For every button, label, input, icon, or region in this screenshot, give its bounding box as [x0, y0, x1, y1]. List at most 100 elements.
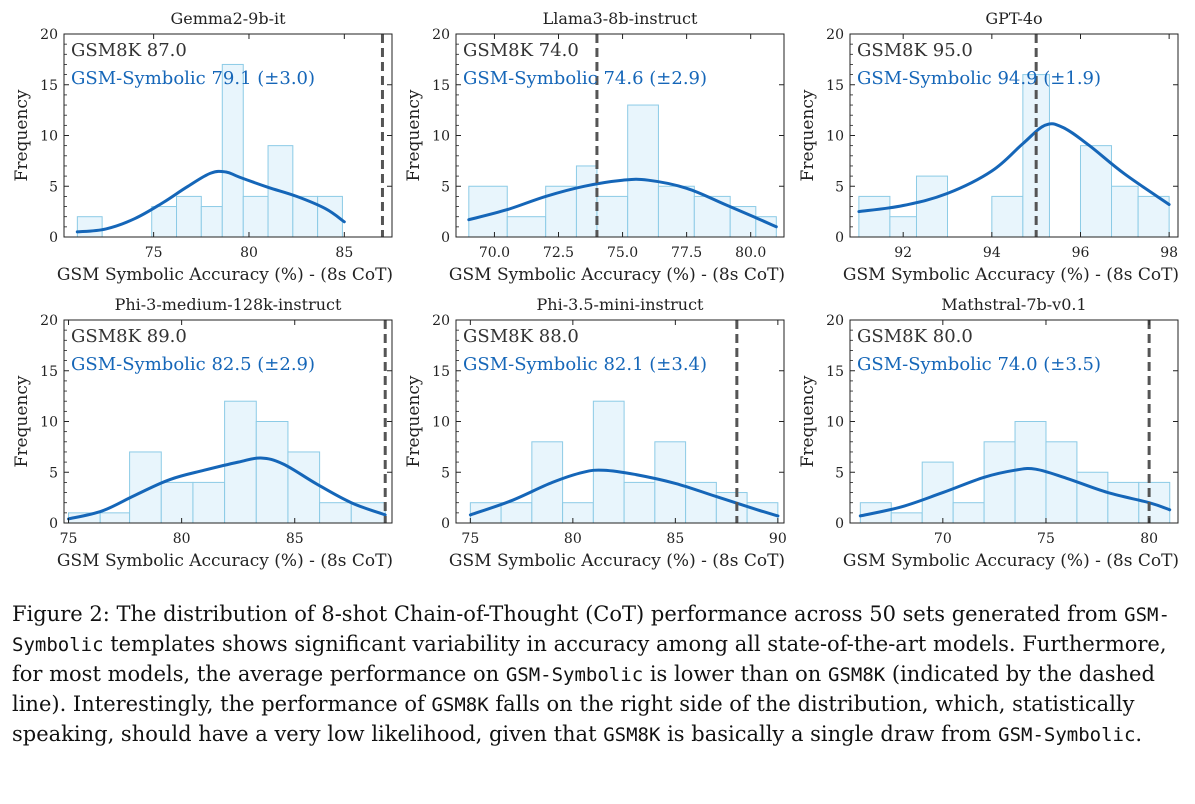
caption-code: GSM8K: [603, 724, 661, 746]
y-tick-label: 20: [40, 313, 58, 329]
histogram-bar: [221, 63, 244, 238]
histogram-bar: [99, 512, 131, 524]
y-tick-label: 0: [49, 516, 58, 532]
y-tick-label: 20: [40, 27, 58, 43]
x-tick-label: 70: [934, 531, 952, 547]
histogram-panel-3: GPT-4o 0 5 10 15 20 92 94 96 98 GSM Symbolic Accur…: [798, 9, 1179, 285]
histogram-bar: [915, 175, 949, 238]
y-tick-label: 5: [49, 465, 58, 481]
x-axis-label: GSM Symbolic Accuracy (%) - (8s CoT): [57, 551, 393, 571]
gsm8k-annotation: GSM8K 95.0: [857, 40, 973, 61]
y-tick-label: 5: [441, 179, 450, 195]
y-tick-label: 20: [826, 313, 844, 329]
x-axis-label: GSM Symbolic Accuracy (%) - (8s CoT): [843, 551, 1179, 571]
gsm8k-annotation: GSM8K 74.0: [463, 40, 579, 61]
y-tick-label: 5: [835, 465, 844, 481]
y-tick-label: 15: [826, 364, 844, 380]
histogram-bar: [151, 206, 178, 238]
x-tick-label: 80.0: [735, 245, 766, 261]
y-axis-label: Frequency: [404, 89, 424, 181]
histogram-bar: [76, 216, 103, 238]
kde-curve: [67, 456, 387, 521]
panel-title: Phi-3-medium-128k-instruct: [115, 295, 342, 314]
panel-title: Mathstral-7b-v0.1: [941, 295, 1086, 314]
histogram-bar: [1045, 441, 1078, 524]
x-tick-label: 75: [1037, 531, 1055, 547]
histogram-bar: [952, 502, 985, 524]
histogram-bar: [1014, 421, 1047, 524]
y-tick-label: 15: [432, 364, 450, 380]
y-axis-label: Frequency: [798, 89, 818, 181]
y-tick-label: 10: [432, 415, 450, 431]
y-tick-label: 0: [441, 230, 450, 246]
histogram-bar: [531, 441, 564, 524]
caption-text: (indicated by the dashed line). Interest…: [12, 662, 1155, 716]
y-tick-label: 10: [826, 415, 844, 431]
gsm8k-annotation: GSM8K 89.0: [71, 326, 187, 347]
caption-text: falls on the right side of the distribut…: [12, 692, 1135, 746]
gsm-symbolic-annotation: GSM-Symbolic 82.5 (±2.9): [71, 354, 315, 375]
y-tick-label: 0: [835, 230, 844, 246]
gsm-symbolic-annotation: GSM-Symbolic 94.9 (±1.9): [857, 68, 1101, 89]
y-tick-label: 10: [40, 415, 58, 431]
histogram-panel-5: Phi-3.5-mini-instruct 0 5 10 15 20 75 80 85 90 GSM…: [404, 295, 787, 571]
y-tick-label: 0: [835, 516, 844, 532]
x-tick-label: 70.0: [479, 245, 510, 261]
histogram-bar: [192, 481, 226, 524]
histogram-bar: [1111, 185, 1139, 238]
histogram-bar: [500, 502, 533, 524]
histogram-bar: [255, 421, 289, 524]
caption-text: is basically a single draw from: [660, 722, 999, 746]
histogram-bar: [160, 481, 194, 524]
caption-text: templates shows significant variability …: [12, 632, 1167, 686]
histogram-bar: [1076, 471, 1109, 524]
y-axis-label: Frequency: [12, 89, 32, 181]
gsm-symbolic-annotation: GSM-Symbolic 74.0 (±3.5): [857, 354, 1101, 375]
histogram-bar: [200, 206, 223, 238]
kde-curve: [75, 169, 346, 234]
y-tick-label: 10: [826, 129, 844, 145]
histogram-bar: [1107, 481, 1140, 524]
x-axis-label: GSM Symbolic Accuracy (%) - (8s CoT): [449, 265, 785, 285]
x-tick-label: 72.5: [543, 245, 574, 261]
y-axis-label: Frequency: [798, 375, 818, 467]
x-tick-label: 80: [240, 245, 258, 261]
histogram-bar: [858, 195, 891, 238]
histogram-bar: [596, 195, 629, 238]
kde-curve: [467, 177, 778, 229]
x-tick-label: 85: [335, 245, 353, 261]
histogram-panel-6: Mathstral-7b-v0.1 0 5 10 15 20 70 75 80 GSM Symbo…: [798, 295, 1179, 571]
histogram-bar: [319, 502, 352, 524]
x-tick-label: 96: [1072, 245, 1090, 261]
kde-curve: [858, 466, 1172, 518]
x-tick-label: 85: [286, 531, 304, 547]
y-tick-label: 15: [826, 78, 844, 94]
histogram-bar: [506, 216, 547, 238]
y-tick-label: 0: [49, 230, 58, 246]
x-axis-label: GSM Symbolic Accuracy (%) - (8s CoT): [449, 551, 785, 571]
x-tick-label: 75: [461, 531, 479, 547]
histogram-bar: [176, 195, 202, 238]
gsm-symbolic-annotation: GSM-Symbolic 79.1 (±3.0): [71, 68, 315, 89]
caption-text: is lower than on: [643, 662, 828, 686]
y-tick-label: 10: [40, 129, 58, 145]
histogram-bar: [575, 165, 598, 238]
histogram-bar: [921, 461, 954, 524]
y-tick-label: 5: [49, 179, 58, 195]
panel-title: Gemma2-9b-it: [170, 9, 286, 28]
histogram-bar: [242, 195, 269, 238]
histogram-bar: [983, 441, 1016, 524]
figure-caption: Figure 2: The distribution of 8-shot Cha…: [12, 600, 1187, 750]
y-tick-label: 15: [40, 78, 58, 94]
histogram-bar: [592, 400, 625, 524]
histogram-bar: [657, 185, 695, 238]
y-axis-label: Frequency: [404, 375, 424, 467]
x-tick-label: 75.0: [607, 245, 638, 261]
y-tick-label: 5: [835, 179, 844, 195]
histogram-bar: [991, 195, 1024, 238]
histogram-bar: [693, 195, 731, 238]
y-tick-label: 20: [432, 313, 450, 329]
gsm8k-annotation: GSM8K 88.0: [463, 326, 579, 347]
figure-grid: Gemma2-9b-it 0 5 10 15 20 75 80 85 GSM Symbolic A…: [12, 9, 1179, 571]
x-tick-label: 94: [983, 245, 1001, 261]
